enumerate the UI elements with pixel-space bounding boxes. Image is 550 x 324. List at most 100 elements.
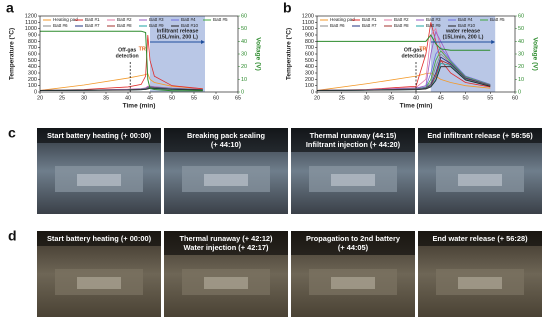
caption-band: [37, 128, 161, 143]
caption-band: [291, 128, 415, 152]
release-text: (15L/min, 200 L): [157, 34, 198, 40]
y-tick-label: 600: [305, 51, 314, 57]
plot-area: [40, 16, 238, 92]
x-tick-label: 25: [59, 95, 65, 101]
series-line: [317, 34, 491, 51]
y2-tick-label: 50: [241, 26, 247, 32]
caption-band: [164, 128, 288, 152]
y2-tick-label: 60: [241, 13, 247, 19]
panel-label: c: [8, 125, 16, 141]
y-tick-label: 900: [305, 32, 314, 38]
legend-label: Batt #3: [426, 17, 441, 22]
photo-caption: Propagation to 2nd battery: [306, 234, 401, 243]
y2-axis-label: Voltage (V): [531, 37, 538, 70]
legend-label: Batt #1: [85, 17, 100, 22]
panel-label: b: [283, 0, 292, 16]
photo-caption: Thermal runaway (44:15): [310, 131, 397, 140]
y2-axis-label: Voltage (V): [254, 37, 261, 70]
x-tick-label: 40: [413, 95, 419, 101]
tr-text: TR: [419, 46, 426, 52]
y-tick-label: 1200: [25, 13, 37, 19]
y-tick-label: 800: [28, 39, 37, 45]
x-tick-label: 45: [438, 95, 444, 101]
plot-frame: [316, 15, 516, 93]
y-tick-label: 800: [305, 39, 314, 45]
series-line: [316, 66, 491, 91]
y2-tick-label: 10: [241, 77, 247, 83]
detection-text: detection: [401, 53, 424, 59]
y-tick-label: 500: [28, 58, 37, 64]
release-text: water release: [445, 28, 480, 34]
legend-label: Heating pad: [330, 17, 355, 22]
y-tick-label: 900: [28, 32, 37, 38]
x-tick-label: 50: [169, 95, 175, 101]
detection-text: Off-gas: [118, 47, 136, 53]
y-tick-label: 1100: [302, 20, 314, 26]
y2-tick-label: 50: [518, 26, 524, 32]
y-tick-label: 1000: [302, 26, 314, 32]
photo-caption: Start battery heating (+ 00:00): [47, 234, 152, 243]
legend-label: Batt #4: [181, 17, 196, 22]
photo-caption: Water injection (+ 42:17): [184, 243, 269, 252]
y2-tick-label: 40: [518, 39, 524, 45]
legend-label: Batt #6: [330, 23, 345, 28]
x-tick-label: 55: [487, 95, 493, 101]
x-tick-label: 60: [512, 95, 518, 101]
x-tick-label: 60: [213, 95, 219, 101]
photo-detail: [331, 174, 375, 186]
y2-tick-label: 0: [518, 89, 521, 95]
photo-caption: End infiltrant release (+ 56:56): [427, 131, 533, 140]
photo-caption: (+ 44:10): [211, 140, 242, 149]
legend-label: Batt #7: [85, 23, 100, 28]
x-tick-label: 35: [103, 95, 109, 101]
release-span: [150, 16, 205, 92]
legend-label: Batt #1: [362, 17, 377, 22]
legend-label: Batt #9: [149, 23, 164, 28]
tr-text: TR: [139, 46, 146, 52]
y-tick-label: 700: [28, 45, 37, 51]
y2-tick-label: 30: [518, 51, 524, 57]
x-tick-label: 40: [125, 95, 131, 101]
y-axis-label: Temperature (°C): [8, 28, 16, 80]
caption-band: [291, 231, 415, 255]
release-arrow-head: [201, 40, 205, 44]
legend-label: Batt #5: [490, 17, 505, 22]
y-tick-label: 1200: [302, 13, 314, 19]
panel-label: d: [8, 228, 17, 244]
caption-band: [418, 128, 542, 143]
y-axis-label: Temperature (°C): [285, 28, 293, 80]
legend-label: Batt #2: [117, 17, 132, 22]
photo-detail: [77, 277, 121, 289]
legend-label: Batt #8: [394, 23, 409, 28]
x-tick-label: 20: [37, 95, 43, 101]
x-tick-label: 30: [363, 95, 369, 101]
y2-tick-label: 20: [241, 64, 247, 70]
legend-label: Heating pad: [53, 17, 78, 22]
y-tick-label: 1000: [25, 26, 37, 32]
y2-tick-label: 40: [241, 39, 247, 45]
legend-label: Batt #7: [362, 23, 377, 28]
release-text: (15L/min, 200 L): [443, 34, 484, 40]
y-tick-label: 200: [28, 77, 37, 83]
x-tick-label: 45: [147, 95, 153, 101]
detection-text: Off-gas: [404, 47, 422, 53]
photo-caption: Infiltrant injection (+ 44:20): [306, 140, 401, 149]
x-tick-label: 65: [235, 95, 241, 101]
y-tick-label: 200: [305, 77, 314, 83]
y-tick-label: 500: [305, 58, 314, 64]
y-tick-label: 100: [28, 83, 37, 89]
photo-detail: [458, 174, 502, 186]
photo-detail: [204, 277, 248, 289]
y2-tick-label: 20: [518, 64, 524, 70]
legend-label: Batt #10: [181, 23, 199, 28]
y-tick-label: 700: [305, 45, 314, 51]
y-tick-label: 0: [34, 89, 37, 95]
legend-label: Batt #8: [117, 23, 132, 28]
y-tick-label: 400: [28, 64, 37, 70]
legend-label: Batt #5: [213, 17, 228, 22]
legend-label: Batt #9: [426, 23, 441, 28]
release-arrow-head: [491, 40, 496, 44]
x-tick-label: 55: [191, 95, 197, 101]
y2-tick-label: 30: [241, 51, 247, 57]
